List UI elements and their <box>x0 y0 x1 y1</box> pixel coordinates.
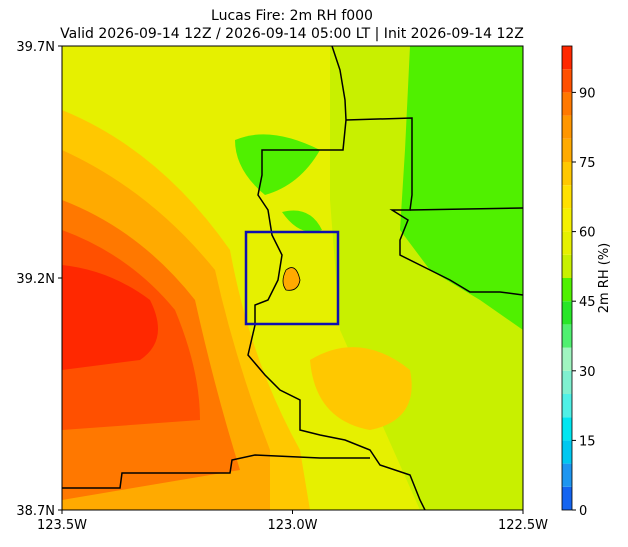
colorbar-band <box>562 301 572 325</box>
colorbar-band <box>562 115 572 139</box>
colorbar-band <box>562 370 572 394</box>
colorbar-band <box>562 324 572 348</box>
x-tick-label: 123.0W <box>267 518 317 533</box>
colorbar-band <box>562 394 572 418</box>
colorbar-band <box>562 69 572 93</box>
colorbar-band <box>562 46 572 70</box>
colorbar-band <box>562 417 572 441</box>
rh-field <box>62 46 523 510</box>
colorbar-band <box>562 185 572 209</box>
colorbar-band <box>562 440 572 464</box>
colorbar-tick-label: 45 <box>579 295 596 310</box>
colorbar-tick-label: 75 <box>579 156 596 171</box>
colorbar-band <box>562 347 572 371</box>
colorbar-band <box>562 231 572 255</box>
y-tick-label: 39.7N <box>16 40 55 55</box>
colorbar-band <box>562 162 572 186</box>
title: Lucas Fire: 2m RH f000 <box>211 8 373 24</box>
subtitle: Valid 2026-09-14 12Z / 2026-09-14 05:00 … <box>60 26 524 42</box>
colorbar-label: 2m RH (%) <box>597 243 612 314</box>
x-tick-label: 123.5W <box>37 518 87 533</box>
colorbar-band <box>562 92 572 116</box>
colorbar-band <box>562 278 572 302</box>
colorbar-band <box>562 486 572 510</box>
y-tick-label: 38.7N <box>16 504 55 519</box>
y-tick-label: 39.2N <box>16 272 55 287</box>
x-tick-label: 122.5W <box>498 518 548 533</box>
colorbar-tick-label: 90 <box>579 86 596 101</box>
colorbar-frame <box>561 45 573 511</box>
colorbar-band <box>562 138 572 162</box>
colorbar-tick-label: 30 <box>579 365 596 380</box>
colorbar-tick-label: 15 <box>579 434 596 449</box>
colorbar-tick-label: 0 <box>579 504 587 519</box>
colorbar-band <box>562 463 572 487</box>
boundaries <box>62 45 524 511</box>
colorbar-tick-label: 60 <box>579 226 596 241</box>
colorbar-band <box>562 254 572 278</box>
focus-box <box>244 230 340 326</box>
colorbar-band <box>562 208 572 232</box>
